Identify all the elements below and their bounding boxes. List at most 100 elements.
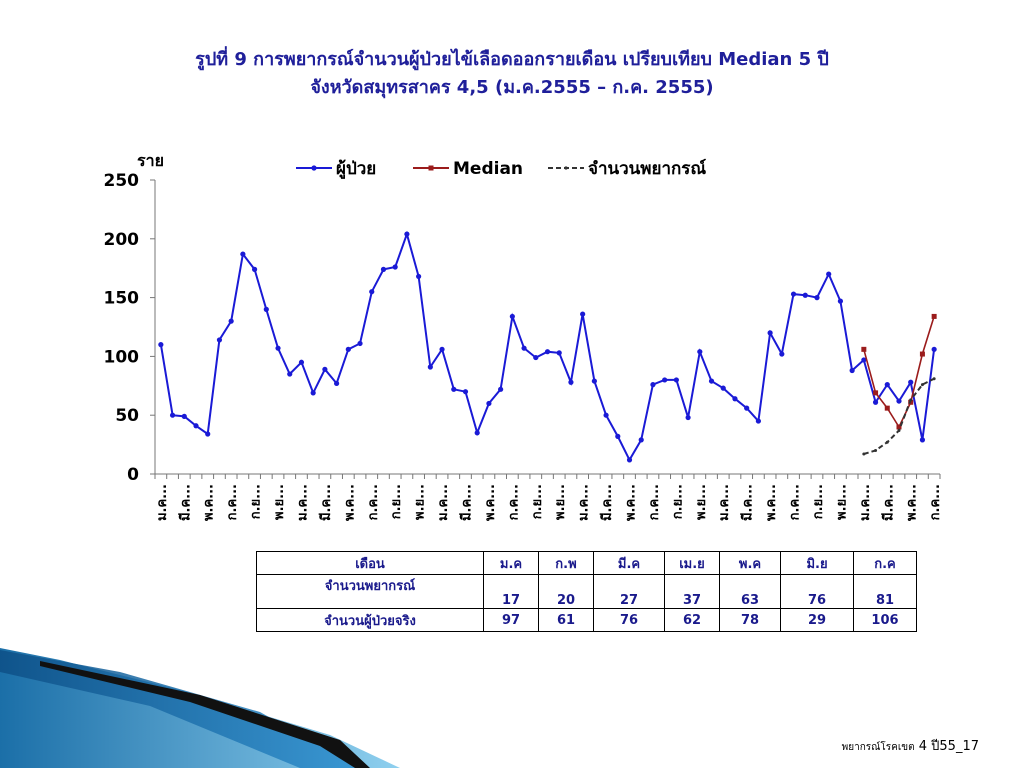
- data-point: [872, 399, 879, 405]
- table-header-cell: เดือน: [256, 551, 484, 575]
- footer-suffix: 4 ปี55_17: [918, 739, 979, 754]
- data-point: [920, 383, 924, 387]
- title-line-2: จังหวัดสมุทรสาคร 4,5 (ม.ค.2555 – ก.ค. 25…: [310, 77, 714, 98]
- row-label: จำนวนพยากรณ์: [256, 574, 484, 609]
- data-point: [908, 379, 914, 385]
- x-tick-label: ม.ค...: [295, 484, 310, 521]
- y-tick-label: 150: [104, 289, 140, 309]
- x-tick-label: มี.ค...: [599, 484, 615, 521]
- table-header-cell: ม.ค: [483, 551, 539, 575]
- footer-note: พยากรณ์โรคเขต 4 ปี55_17: [842, 735, 979, 756]
- y-tick-label: 0: [127, 465, 139, 485]
- data-point: [732, 396, 738, 402]
- table-cell: 27: [593, 574, 665, 609]
- y-tick-label: 250: [104, 171, 140, 191]
- x-tick-label: ก.ค...: [928, 484, 943, 520]
- legend-marker: [428, 165, 434, 171]
- table-header-row: เดือน ม.ค ก.พ มี.ค เม.ย พ.ค มิ.ย ก.ค: [256, 551, 917, 575]
- x-tick-label: พ.ค...: [483, 484, 498, 521]
- row-label: จำนวนผู้ป่วยจริง: [256, 608, 484, 632]
- legend-label: จำนวนพยากรณ์: [588, 158, 706, 179]
- table-cell: 62: [664, 608, 720, 632]
- data-point: [392, 264, 398, 270]
- chart-title: รูปที่ 9 การพยากรณ์จำนวนผู้ป่วยไข้เลือดอ…: [0, 46, 1024, 102]
- data-point: [755, 418, 761, 424]
- data-point: [862, 452, 866, 456]
- data-point: [697, 349, 703, 355]
- title-line-1: รูปที่ 9 การพยากรณ์จำนวนผู้ป่วยไข้เลือดอ…: [195, 49, 829, 70]
- data-point: [708, 378, 715, 384]
- data-point: [357, 340, 363, 347]
- legend-marker: [311, 165, 317, 171]
- table-cell: 63: [719, 574, 781, 609]
- x-tick-label: ก.ค...: [647, 484, 662, 520]
- x-tick-label: ก.ย...: [249, 484, 264, 519]
- table-cell: 81: [853, 574, 917, 609]
- data-point: [767, 330, 773, 336]
- data-point: [932, 377, 936, 381]
- table-cell: 20: [538, 574, 594, 609]
- data-point: [896, 398, 902, 404]
- data-point: [919, 351, 925, 357]
- data-point: [885, 440, 889, 444]
- x-tick-label: ก.ค...: [506, 484, 521, 520]
- x-tick-label: พ.ย...: [272, 484, 287, 520]
- x-tick-label: พ.ย...: [413, 484, 428, 520]
- data-point: [638, 437, 644, 443]
- x-tick-label: พ.ค...: [905, 484, 920, 521]
- data-point: [873, 390, 879, 396]
- data-point: [298, 359, 305, 365]
- data-point: [874, 448, 878, 452]
- data-point: [427, 364, 433, 370]
- x-tick-label: พ.ค...: [202, 484, 217, 521]
- x-tick-label: ม.ค...: [436, 484, 451, 521]
- x-tick-label: ก.ค...: [366, 484, 381, 520]
- data-point: [615, 433, 621, 439]
- data-point: [626, 457, 633, 463]
- data-point: [474, 430, 480, 436]
- table-row: จำนวนผู้ป่วยจริง 97 61 76 62 78 29 106: [256, 608, 917, 632]
- data-point: [814, 295, 820, 301]
- data-point: [884, 382, 890, 388]
- data-point: [650, 382, 656, 388]
- data-point: [451, 386, 457, 392]
- data-point: [275, 345, 281, 351]
- legend-label: ผู้ป่วย: [336, 159, 376, 180]
- series-line: [863, 316, 935, 429]
- footer-prefix: พยากรณ์โรคเขต: [841, 742, 915, 753]
- table-header-cell: ก.ค: [853, 551, 917, 575]
- data-point: [896, 424, 902, 430]
- y-tick-label: 100: [104, 347, 140, 367]
- x-tick-label: พ.ค...: [342, 484, 357, 521]
- data-point: [216, 337, 223, 343]
- data-point: [556, 350, 562, 356]
- data-point: [826, 271, 832, 277]
- data-point: [498, 386, 504, 392]
- x-tick-label: พ.ย...: [694, 484, 709, 520]
- x-tick-label: ก.ค...: [788, 484, 803, 520]
- data-point: [790, 291, 797, 297]
- x-tick-label: มี.ค...: [458, 484, 474, 521]
- data-point: [744, 405, 750, 411]
- data-point: [228, 318, 234, 324]
- table-cell: 17: [483, 574, 539, 609]
- data-point: [861, 357, 867, 363]
- table-header-cell: มิ.ย: [780, 551, 854, 575]
- data-point: [544, 349, 551, 355]
- x-tick-label: มี.ค...: [318, 484, 334, 521]
- x-tick-label: มี.ค...: [740, 484, 756, 521]
- data-point: [322, 366, 328, 372]
- data-point: [685, 414, 691, 421]
- data-point: [486, 400, 492, 407]
- legend-label: Median: [453, 159, 523, 179]
- x-tick-label: พ.ค...: [764, 484, 779, 521]
- data-point: [802, 292, 808, 298]
- data-point: [404, 231, 410, 237]
- table-header-cell: มี.ค: [593, 551, 665, 575]
- data-point: [837, 298, 844, 304]
- table-cell: 78: [719, 608, 781, 632]
- data-point: [673, 377, 679, 383]
- x-tick-label: ม.ค...: [717, 484, 732, 521]
- data-point: [720, 385, 726, 391]
